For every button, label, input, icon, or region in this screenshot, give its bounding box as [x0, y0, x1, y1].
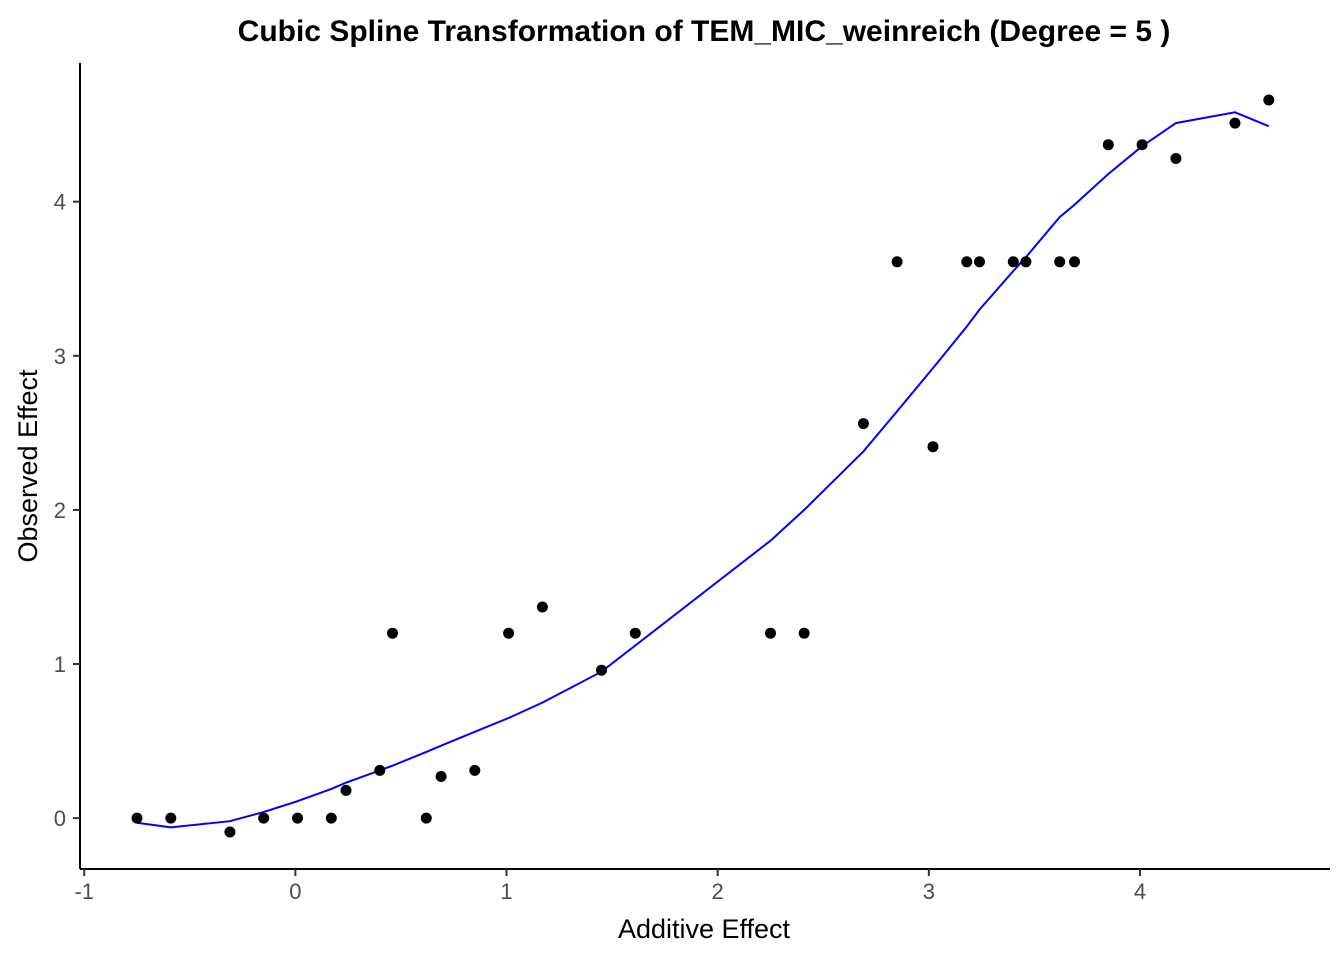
data-point: [927, 441, 939, 453]
data-point: [435, 771, 447, 782]
x-tick-label: -1: [74, 879, 94, 904]
data-point: [420, 812, 432, 824]
data-point: [857, 418, 869, 430]
x-axis-ticks: -1 0 1 2 3 4: [74, 869, 1146, 904]
data-point: [325, 812, 337, 824]
y-tick-label: 4: [54, 190, 66, 215]
data-point: [536, 601, 548, 613]
data-point: [1020, 256, 1032, 268]
x-tick-label: 3: [923, 879, 935, 904]
data-point: [1229, 117, 1241, 129]
y-tick-label: 0: [54, 806, 66, 831]
data-point: [1069, 256, 1080, 268]
fit-line: [136, 111, 1270, 829]
data-point: [798, 627, 810, 639]
data-point: [1102, 139, 1114, 151]
data-point: [469, 764, 481, 776]
plot-area: [131, 94, 1275, 838]
data-point: [961, 256, 973, 268]
data-point: [765, 627, 776, 639]
data-point: [374, 764, 386, 776]
x-tick-label: 0: [289, 879, 301, 904]
data-point: [387, 627, 398, 639]
data-point: [340, 784, 352, 796]
x-tick-label: 2: [712, 879, 724, 904]
chart-title: Cubic Spline Transformation of TEM_MIC_w…: [238, 15, 1171, 48]
data-point: [258, 812, 270, 824]
data-point: [131, 812, 143, 824]
data-point: [629, 627, 641, 639]
data-point: [1007, 256, 1019, 268]
data-point: [224, 826, 236, 838]
x-axis-title: Additive Effect: [618, 914, 791, 944]
data-point: [1263, 94, 1275, 106]
y-tick-label: 1: [54, 652, 66, 677]
data-point: [165, 812, 177, 824]
x-tick-label: 1: [500, 879, 512, 904]
data-point: [891, 256, 903, 268]
data-point: [1170, 153, 1182, 164]
axes: [79, 63, 1330, 870]
y-axis-title: Observed Effect: [13, 369, 43, 563]
data-point: [596, 664, 607, 676]
data-point: [292, 812, 303, 824]
y-axis-ticks: 0 1 2 3 4: [54, 190, 80, 831]
x-tick-label: 4: [1134, 879, 1146, 904]
data-point: [503, 627, 515, 639]
data-point: [1054, 256, 1066, 268]
y-tick-label: 3: [54, 344, 66, 369]
data-point: [974, 256, 985, 268]
data-point: [1136, 139, 1148, 151]
y-tick-label: 2: [54, 498, 66, 523]
